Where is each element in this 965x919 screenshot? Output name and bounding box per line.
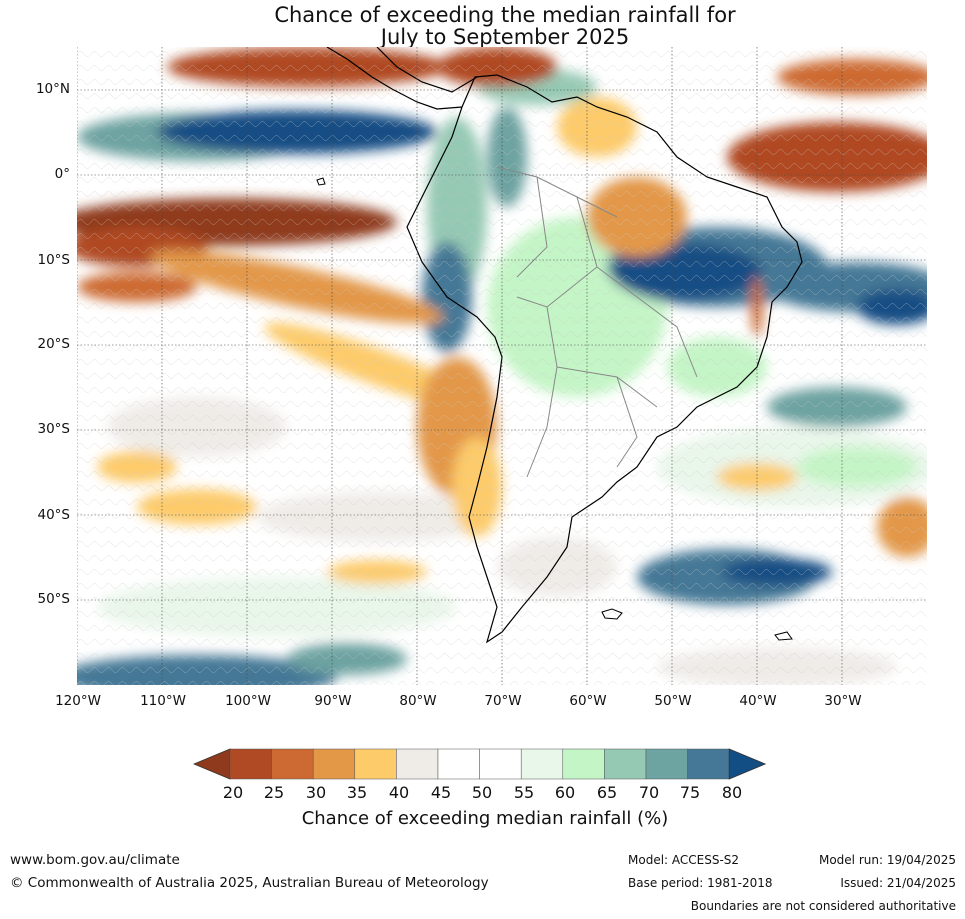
south-america-coastline bbox=[406, 74, 803, 644]
lat-label-0: 0° bbox=[54, 166, 70, 182]
colorbar-tick-65: 65 bbox=[596, 783, 618, 802]
falkland-islands bbox=[601, 608, 623, 620]
colorbar-extend-low bbox=[192, 748, 231, 780]
country-borders bbox=[496, 166, 698, 478]
lon-label-120w: 120°W bbox=[55, 693, 101, 709]
central-america-coastline bbox=[326, 47, 478, 110]
colorbar-tick-30: 30 bbox=[305, 783, 327, 802]
map-canvas bbox=[77, 47, 927, 685]
south-georgia bbox=[774, 631, 793, 641]
lon-label-50w: 50°W bbox=[654, 693, 692, 709]
colorbar-tick-45: 45 bbox=[430, 783, 452, 802]
colorbar-tick-80: 80 bbox=[721, 783, 743, 802]
map-title: Chance of exceeding the median rainfall … bbox=[0, 4, 965, 48]
colorbar-segment bbox=[520, 748, 564, 780]
lat-label-10s: 10°S bbox=[37, 252, 71, 268]
colorbar bbox=[192, 748, 767, 780]
rainfall-map bbox=[77, 47, 927, 685]
lon-label-80w: 80°W bbox=[399, 693, 437, 709]
colorbar-tick-50: 50 bbox=[471, 783, 493, 802]
colorbar-segment bbox=[354, 748, 397, 780]
footer-base-period: Base period: 1981-2018 bbox=[628, 876, 773, 890]
colorbar-segment bbox=[396, 748, 439, 780]
colorbar-segment bbox=[312, 748, 356, 780]
lon-label-30w: 30°W bbox=[824, 693, 862, 709]
colorbar-segment bbox=[604, 748, 647, 780]
footer-issued: Issued: 21/04/2025 bbox=[840, 876, 956, 890]
colorbar-label: Chance of exceeding median rainfall (%) bbox=[301, 808, 669, 829]
colorbar-segment bbox=[229, 748, 272, 780]
lon-label-90w: 90°W bbox=[314, 693, 352, 709]
graticule bbox=[77, 47, 927, 685]
galapagos-islands bbox=[316, 177, 326, 186]
colorbar-tick-40: 40 bbox=[388, 783, 410, 802]
colorbar-tick-20: 20 bbox=[222, 783, 244, 802]
footer-model-run: Model run: 19/04/2025 bbox=[818, 853, 956, 867]
lon-label-70w: 70°W bbox=[484, 693, 522, 709]
colorbar-segment bbox=[562, 748, 605, 780]
lon-label-40w: 40°W bbox=[739, 693, 777, 709]
footer-model: Model: ACCESS-S2 bbox=[628, 853, 740, 867]
footer-disclaimer: Boundaries are not considered authoritat… bbox=[690, 899, 956, 913]
lon-label-100w: 100°W bbox=[225, 693, 271, 709]
lon-label-110w: 110°W bbox=[140, 693, 186, 709]
colorbar-segment bbox=[437, 748, 480, 780]
colorbar-tick-35: 35 bbox=[346, 783, 368, 802]
map-title-line2: July to September 2025 bbox=[380, 25, 630, 49]
footer-url: www.bom.gov.au/climate bbox=[10, 852, 180, 868]
lat-label-40s: 40°S bbox=[37, 507, 71, 523]
colorbar-tick-75: 75 bbox=[679, 783, 701, 802]
colorbar-segment bbox=[271, 748, 314, 780]
lat-label-50s: 50°S bbox=[37, 591, 71, 607]
lat-label-30s: 30°S bbox=[37, 421, 71, 437]
colorbar-segment bbox=[645, 748, 688, 780]
colorbar-segment bbox=[479, 748, 522, 780]
colorbar-segment bbox=[687, 748, 730, 780]
colorbar-tick-60: 60 bbox=[554, 783, 576, 802]
lat-label-10n: 10°N bbox=[35, 81, 70, 97]
colorbar-tick-70: 70 bbox=[638, 783, 660, 802]
footer-copyright: © Commonwealth of Australia 2025, Austra… bbox=[10, 875, 489, 891]
colorbar-tick-25: 25 bbox=[263, 783, 285, 802]
lon-label-60w: 60°W bbox=[569, 693, 607, 709]
colorbar-extend-high bbox=[728, 748, 767, 780]
map-title-line1: Chance of exceeding the median rainfall … bbox=[274, 3, 736, 27]
colorbar-segments bbox=[192, 748, 767, 780]
colorbar-tick-55: 55 bbox=[513, 783, 535, 802]
lat-label-20s: 20°S bbox=[37, 336, 71, 352]
